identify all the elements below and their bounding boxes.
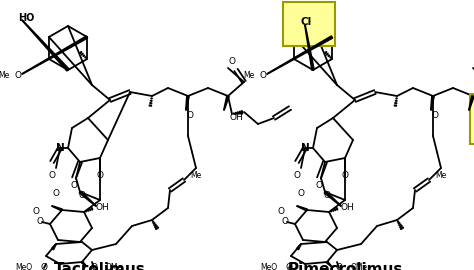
Text: O: O bbox=[48, 171, 55, 181]
Text: OMe: OMe bbox=[106, 264, 123, 270]
Text: MeO: MeO bbox=[15, 264, 32, 270]
Polygon shape bbox=[52, 206, 63, 211]
Polygon shape bbox=[82, 261, 86, 266]
Bar bbox=[470, 94, 474, 144]
Text: Pimecrolimus: Pimecrolimus bbox=[287, 262, 403, 270]
Text: OH: OH bbox=[96, 204, 110, 212]
Text: N: N bbox=[55, 143, 64, 153]
Text: Me: Me bbox=[190, 170, 201, 180]
Text: O: O bbox=[36, 218, 44, 227]
Polygon shape bbox=[469, 96, 474, 110]
Text: O: O bbox=[228, 58, 236, 66]
Text: Me: Me bbox=[0, 70, 10, 79]
Text: OH: OH bbox=[341, 204, 355, 212]
Polygon shape bbox=[186, 96, 189, 110]
Text: O: O bbox=[277, 208, 284, 217]
Text: O: O bbox=[293, 171, 301, 181]
Text: O: O bbox=[97, 171, 103, 181]
Text: OH: OH bbox=[230, 113, 244, 122]
Polygon shape bbox=[224, 96, 229, 110]
Text: O: O bbox=[316, 181, 322, 191]
Polygon shape bbox=[326, 261, 331, 266]
Text: O: O bbox=[79, 191, 85, 201]
Text: O: O bbox=[336, 264, 343, 270]
Text: O: O bbox=[285, 264, 292, 270]
Text: MeO: MeO bbox=[260, 264, 277, 270]
Text: O: O bbox=[186, 110, 193, 120]
Text: O: O bbox=[323, 191, 330, 201]
Text: O: O bbox=[40, 264, 47, 270]
Text: Cl: Cl bbox=[301, 17, 312, 27]
Polygon shape bbox=[431, 96, 434, 110]
Text: N: N bbox=[301, 143, 310, 153]
Polygon shape bbox=[305, 25, 314, 70]
Text: HO: HO bbox=[18, 13, 35, 23]
Polygon shape bbox=[22, 36, 88, 74]
Polygon shape bbox=[267, 36, 333, 74]
Text: O: O bbox=[298, 190, 304, 198]
Text: Me: Me bbox=[435, 170, 446, 180]
Text: O: O bbox=[91, 264, 98, 270]
Text: O: O bbox=[259, 70, 266, 79]
Polygon shape bbox=[297, 206, 307, 211]
Text: Tacrolimus: Tacrolimus bbox=[54, 262, 146, 270]
Text: Me: Me bbox=[244, 70, 255, 79]
Polygon shape bbox=[324, 191, 341, 206]
Polygon shape bbox=[79, 191, 96, 206]
Text: O: O bbox=[71, 181, 78, 191]
Polygon shape bbox=[22, 20, 69, 71]
Text: O: O bbox=[341, 171, 348, 181]
Text: O: O bbox=[431, 110, 438, 120]
Text: O: O bbox=[282, 218, 289, 227]
Text: O: O bbox=[53, 190, 60, 198]
Text: O: O bbox=[15, 70, 21, 79]
Bar bbox=[283, 2, 335, 46]
Text: O: O bbox=[33, 208, 39, 217]
Text: OMe: OMe bbox=[351, 264, 368, 270]
